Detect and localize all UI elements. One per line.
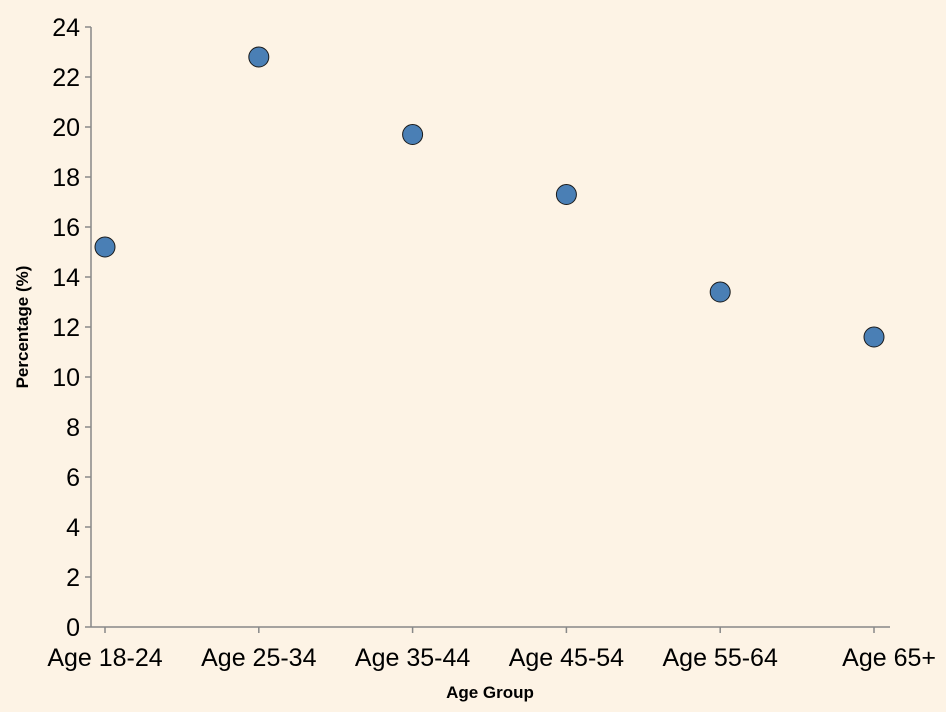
y-tick-label: 4 (66, 514, 80, 542)
x-tick-label: Age 18-24 (47, 644, 162, 672)
y-tick-label: 24 (52, 14, 80, 42)
x-tick-label: Age 65+ (842, 644, 936, 672)
data-point (863, 326, 885, 348)
x-axis-title: Age Group (446, 683, 534, 702)
data-point (94, 236, 116, 258)
y-tick-label: 18 (52, 164, 80, 192)
x-tick-label: Age 45-54 (509, 644, 624, 672)
y-tick-label: 12 (52, 314, 80, 342)
data-point (248, 46, 270, 68)
x-tick-label: Age 55-64 (663, 644, 778, 672)
y-tick-label: 0 (66, 614, 80, 642)
x-tick-label: Age 35-44 (355, 644, 470, 672)
x-axis: Age 18-24 Age 25-34 Age 35-44 Age 45-54 Age … (47, 626, 936, 672)
y-tick-label: 8 (66, 414, 80, 442)
data-point (555, 184, 577, 205)
y-tick-label: 6 (66, 464, 80, 492)
y-tick-label: 16 (52, 214, 80, 242)
y-tick-label: 20 (52, 114, 80, 142)
x-tick-label: Age 25-34 (201, 644, 316, 672)
data-point (709, 281, 731, 303)
y-tick-label: 22 (52, 64, 80, 92)
y-tick-label: 14 (52, 264, 80, 292)
y-tick-label: 2 (66, 564, 80, 592)
data-points (94, 46, 885, 348)
y-axis-title: Percentage (%) (13, 266, 32, 389)
data-point (402, 124, 424, 145)
y-tick-label: 10 (52, 364, 80, 392)
